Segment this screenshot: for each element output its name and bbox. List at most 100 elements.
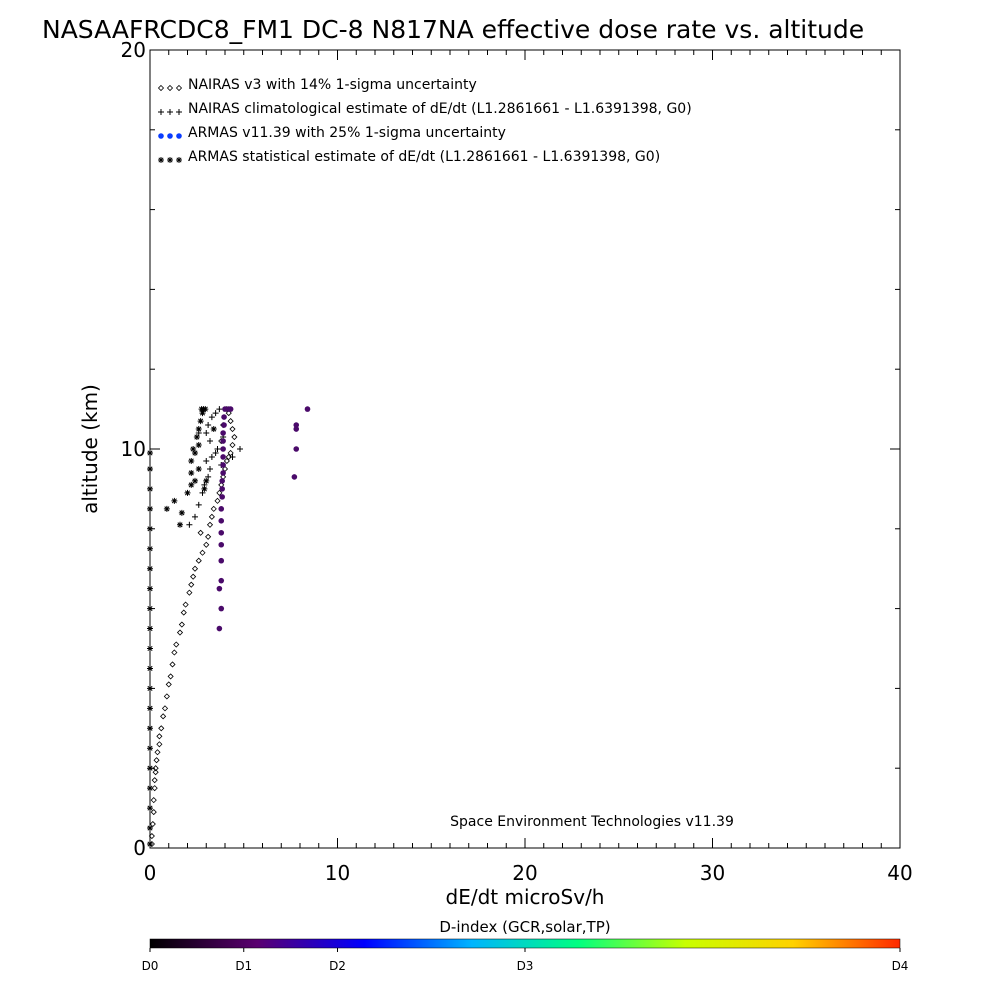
x-tick-label: 30 xyxy=(700,861,725,885)
point-diamond xyxy=(190,573,197,580)
point-asterisk xyxy=(147,765,153,772)
point-diamond xyxy=(149,820,156,828)
point-plus xyxy=(208,414,215,421)
point-dot xyxy=(220,446,226,452)
point-asterisk xyxy=(147,841,153,848)
point-plus xyxy=(192,513,198,520)
point-dot xyxy=(293,426,300,432)
point-asterisk xyxy=(147,705,153,712)
colorbar xyxy=(149,938,901,949)
legend: NAIRAS v3 with 14% 1-sigma uncertainty NA… xyxy=(157,77,692,165)
colorbar-labels: D0 D1 D2 D3 D4 xyxy=(142,948,908,973)
point-asterisk xyxy=(201,485,208,492)
legend-marker-plus xyxy=(158,109,164,115)
y-tick-label: 0 xyxy=(133,836,146,860)
point-dot xyxy=(218,541,225,548)
series-asterisk xyxy=(147,406,217,848)
point-asterisk xyxy=(202,406,209,413)
chart-title: NASAAFRCDC8_FM1 DC-8 N817NA effective do… xyxy=(42,15,864,44)
point-diamond xyxy=(151,777,158,784)
point-dot xyxy=(220,438,226,444)
legend-marker-diamond xyxy=(175,84,183,92)
point-dot xyxy=(220,430,226,436)
point-dot xyxy=(218,518,225,524)
point-diamond xyxy=(152,765,159,772)
point-dot xyxy=(218,557,225,564)
point-diamond xyxy=(188,581,195,588)
point-diamond xyxy=(151,785,158,792)
point-asterisk xyxy=(147,485,153,492)
point-diamond xyxy=(227,449,234,457)
point-diamond xyxy=(225,453,232,461)
point-plus xyxy=(207,465,213,472)
point-asterisk xyxy=(147,565,153,572)
point-diamond xyxy=(214,497,221,504)
y-axis-label: altitude (km) xyxy=(78,384,102,514)
point-plus xyxy=(212,449,219,456)
point-dot xyxy=(291,474,298,480)
point-diamond xyxy=(206,521,214,528)
point-diamond xyxy=(156,733,163,740)
point-diamond xyxy=(160,713,167,720)
point-asterisk xyxy=(192,477,198,484)
point-plus xyxy=(214,446,221,452)
point-dot xyxy=(220,454,226,460)
point-asterisk xyxy=(147,465,153,472)
x-tick-label: 10 xyxy=(325,861,350,885)
point-diamond xyxy=(161,705,169,712)
point-plus xyxy=(205,422,212,429)
colorbar-label: D2 xyxy=(329,959,346,973)
point-asterisk xyxy=(188,481,195,488)
point-asterisk xyxy=(147,645,153,652)
legend-marker-dot xyxy=(158,133,164,139)
point-dot xyxy=(219,486,225,492)
annotation-credit: Space Environment Technologies v11.39 xyxy=(450,814,734,830)
point-asterisk xyxy=(147,605,153,612)
point-asterisk xyxy=(147,745,153,752)
series-dot xyxy=(216,406,311,632)
point-asterisk xyxy=(147,545,153,552)
series-diamond xyxy=(148,406,238,848)
legend-marker-asterisk xyxy=(176,157,182,163)
point-asterisk xyxy=(147,825,153,832)
legend-entry: ARMAS v11.39 with 25% 1-sigma uncertaint… xyxy=(188,125,506,141)
point-diamond xyxy=(153,757,160,764)
point-asterisk xyxy=(193,434,200,441)
point-dot xyxy=(304,406,311,412)
point-diamond xyxy=(216,489,223,496)
point-asterisk xyxy=(178,509,185,516)
point-dot xyxy=(216,585,223,592)
point-diamond xyxy=(154,749,161,756)
point-dot xyxy=(220,470,226,476)
x-tick-label: 40 xyxy=(887,861,912,885)
point-plus xyxy=(208,453,215,460)
point-asterisk xyxy=(147,625,153,632)
point-plus xyxy=(203,457,210,464)
legend-marker-asterisk xyxy=(167,157,173,163)
legend-marker-dot xyxy=(167,133,173,139)
point-asterisk xyxy=(147,725,153,732)
point-dot xyxy=(218,506,225,512)
point-diamond xyxy=(231,433,238,441)
point-diamond xyxy=(167,673,174,680)
point-diamond xyxy=(225,410,232,417)
point-plus xyxy=(195,501,202,508)
axis-tick-labels: 0 10 20 30 40 0 10 20 xyxy=(121,38,913,885)
x-tick-label: 0 xyxy=(144,861,157,885)
point-diamond xyxy=(165,681,172,688)
legend-marker-diamond xyxy=(157,84,165,92)
legend-entry: ARMAS statistical estimate of dE/dt (L1.… xyxy=(188,149,660,165)
point-dot xyxy=(220,462,226,468)
point-diamond xyxy=(169,661,176,668)
point-diamond xyxy=(210,505,217,512)
point-diamond xyxy=(229,425,236,433)
point-diamond xyxy=(182,601,189,608)
point-plus xyxy=(203,430,210,437)
point-plus xyxy=(229,453,236,460)
point-asterisk xyxy=(147,525,153,532)
plot-frame xyxy=(149,49,901,849)
point-dot xyxy=(293,422,300,428)
legend-entry: NAIRAS v3 with 14% 1-sigma uncertainty xyxy=(188,77,477,93)
legend-marker-asterisk xyxy=(158,157,164,163)
